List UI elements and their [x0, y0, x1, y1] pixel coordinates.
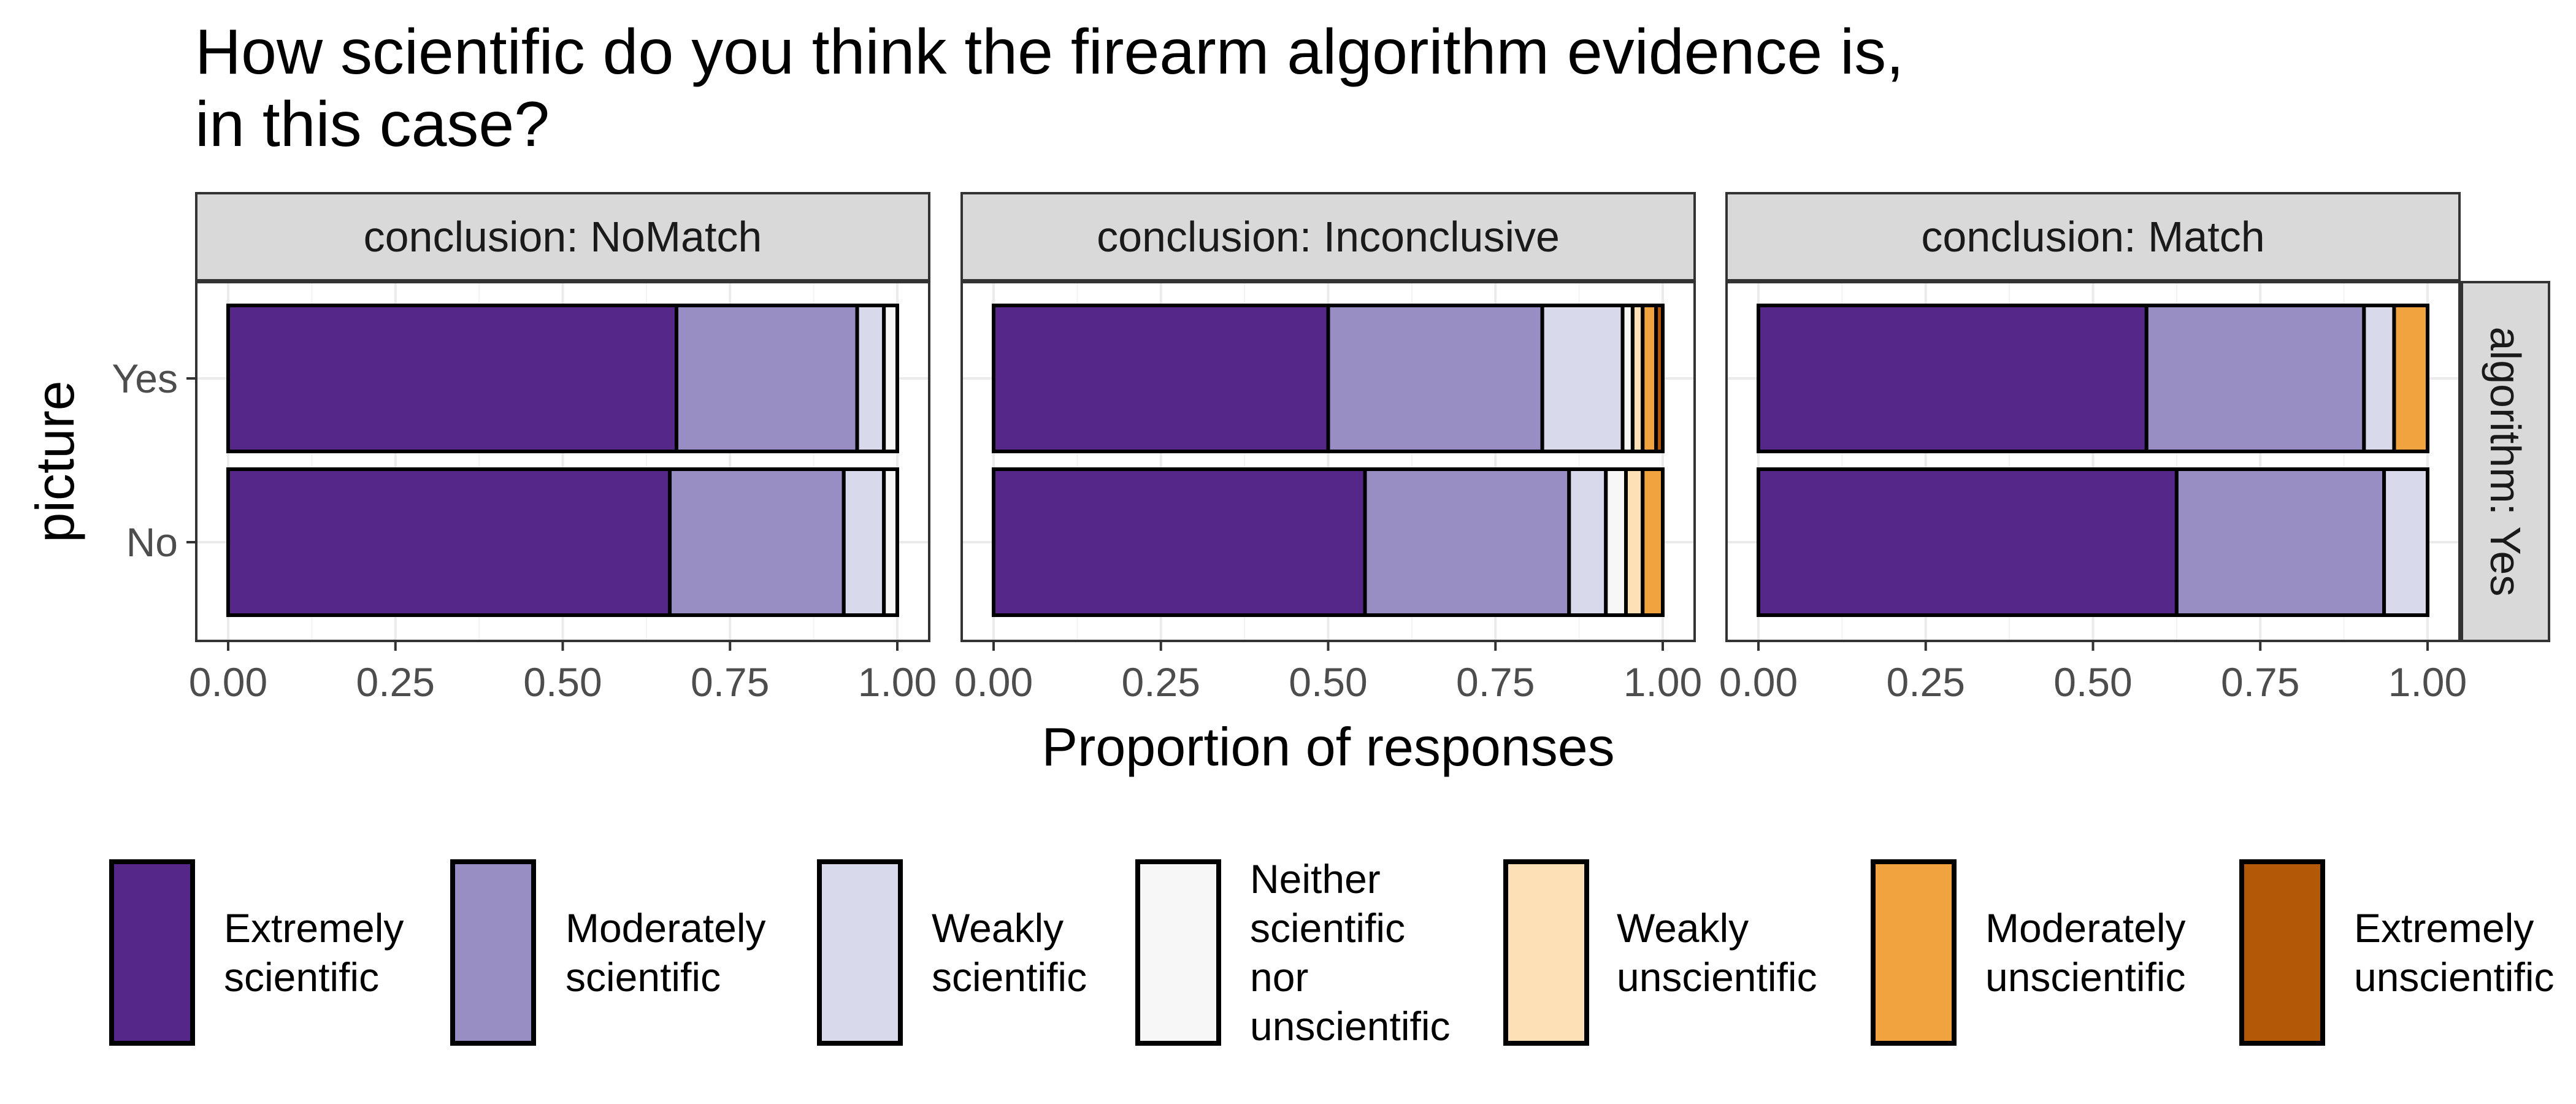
y-axis: picture Yes No — [25, 356, 196, 565]
legend-key — [1871, 859, 1957, 1046]
x-tick-label: 0.50 — [2053, 659, 2132, 705]
bar-segment — [992, 467, 1367, 617]
bar-segment — [992, 304, 1330, 453]
bar-segment — [1604, 467, 1628, 617]
legend-item: Weakly scientific — [817, 859, 1087, 1046]
bar-segment — [1623, 467, 1645, 617]
legend-label: Weakly scientific — [932, 905, 1087, 1000]
y-axis-title: picture — [25, 380, 85, 542]
bar-segment — [2392, 304, 2429, 453]
legend-key — [2239, 859, 2325, 1046]
x-tick-label: 0.50 — [1289, 659, 1367, 705]
x-tick-label: 1.00 — [858, 659, 937, 705]
legend-label: Extremely unscientific — [2354, 905, 2555, 1000]
legend-label: Moderately unscientific — [1985, 905, 2186, 1000]
bar-segment — [1641, 467, 1665, 617]
bar-segment — [855, 304, 886, 453]
x-tick-label: 0.75 — [1456, 659, 1535, 705]
x-tick-label: 0.75 — [691, 659, 769, 705]
facet-strip-label: conclusion: NoMatch — [364, 213, 762, 261]
legend-key — [1503, 859, 1589, 1046]
bar-segment — [226, 467, 672, 617]
legend-key — [450, 859, 536, 1046]
legend-item: Neither scientific nor unscientific — [1135, 856, 1451, 1049]
bar-segment — [1540, 304, 1625, 453]
bar-segment — [1757, 304, 2149, 453]
x-tick-label: 0.25 — [1887, 659, 1965, 705]
chart-title: How scientific do you think the firearm … — [195, 17, 1904, 160]
x-tick-label: 1.00 — [1623, 659, 1702, 705]
legend-item: Extremely unscientific — [2239, 859, 2555, 1046]
legend-key — [1135, 859, 1221, 1046]
facet-strip — [960, 192, 1696, 282]
row-strip-label: algorithm: Yes — [2482, 327, 2529, 597]
bar-segment — [2362, 304, 2396, 453]
row-strip: algorithm: Yes — [2461, 281, 2550, 642]
row-strip-box — [2461, 281, 2550, 642]
x-axis-title: Proportion of responses — [1041, 716, 1614, 777]
bar-segment — [841, 467, 886, 617]
x-tick-label: 0.25 — [1122, 659, 1200, 705]
bar-segment — [882, 467, 900, 617]
legend: Extremely scientific Moderately scientific W… — [109, 856, 2555, 1049]
legend-key — [817, 859, 903, 1046]
chart-title-line-1: How scientific do you think the firearm … — [195, 17, 1904, 88]
facet-strip-label: conclusion: Inconclusive — [1097, 213, 1560, 261]
bar-segment — [226, 304, 678, 453]
x-tick-label: 0.75 — [2221, 659, 2299, 705]
legend-item: Extremely scientific — [109, 859, 404, 1046]
legend-label: Moderately scientific — [565, 905, 766, 1000]
facet-strip — [1725, 192, 2461, 282]
y-tick-label: Yes — [112, 356, 178, 401]
legend-label: Extremely scientific — [224, 905, 404, 1000]
panel-1: conclusion: NoMatch 0.00 0.25 0.50 0.75 1.00 — [189, 192, 937, 705]
bar-segment — [1654, 304, 1665, 453]
x-tick-label: 0.50 — [523, 659, 602, 705]
facet-strip-label: conclusion: Match — [1921, 213, 2264, 261]
panel-3: conclusion: Match 0.00 0.25 0.50 0.75 1.00 — [1719, 192, 2467, 705]
bar-segment — [674, 304, 859, 453]
x-tick-label: 0.25 — [356, 659, 435, 705]
bar-segment — [2382, 467, 2429, 617]
x-tick-label: 1.00 — [2388, 659, 2467, 705]
bar-segment — [668, 467, 846, 617]
x-tick-label: 0.00 — [189, 659, 267, 705]
legend-item: Moderately unscientific — [1871, 859, 2186, 1046]
bar-segment — [2144, 304, 2366, 453]
legend-item: Weakly unscientific — [1503, 859, 1817, 1046]
panel-2: conclusion: Inconclusive 0.00 0.25 0.50 0.75… — [954, 192, 1702, 705]
facet-strip — [195, 192, 930, 282]
legend-label: Weakly unscientific — [1617, 905, 1817, 1000]
legend-key — [109, 859, 195, 1046]
y-tick-label: No — [126, 519, 178, 565]
x-tick-label: 0.00 — [954, 659, 1033, 705]
bar-segment — [1567, 467, 1608, 617]
bar-segment — [1363, 467, 1571, 617]
bar-segment — [1641, 304, 1658, 453]
legend-item: Moderately scientific — [450, 859, 766, 1046]
x-tick-label: 0.00 — [1719, 659, 1798, 705]
bar-segment — [882, 304, 900, 453]
bar-segment — [1326, 304, 1544, 453]
legend-label: Neither scientific nor unscientific — [1250, 856, 1451, 1049]
chart-title-line-2: in this case? — [195, 89, 550, 160]
bar-segment — [1757, 467, 2179, 617]
bar-segment — [2174, 467, 2386, 617]
